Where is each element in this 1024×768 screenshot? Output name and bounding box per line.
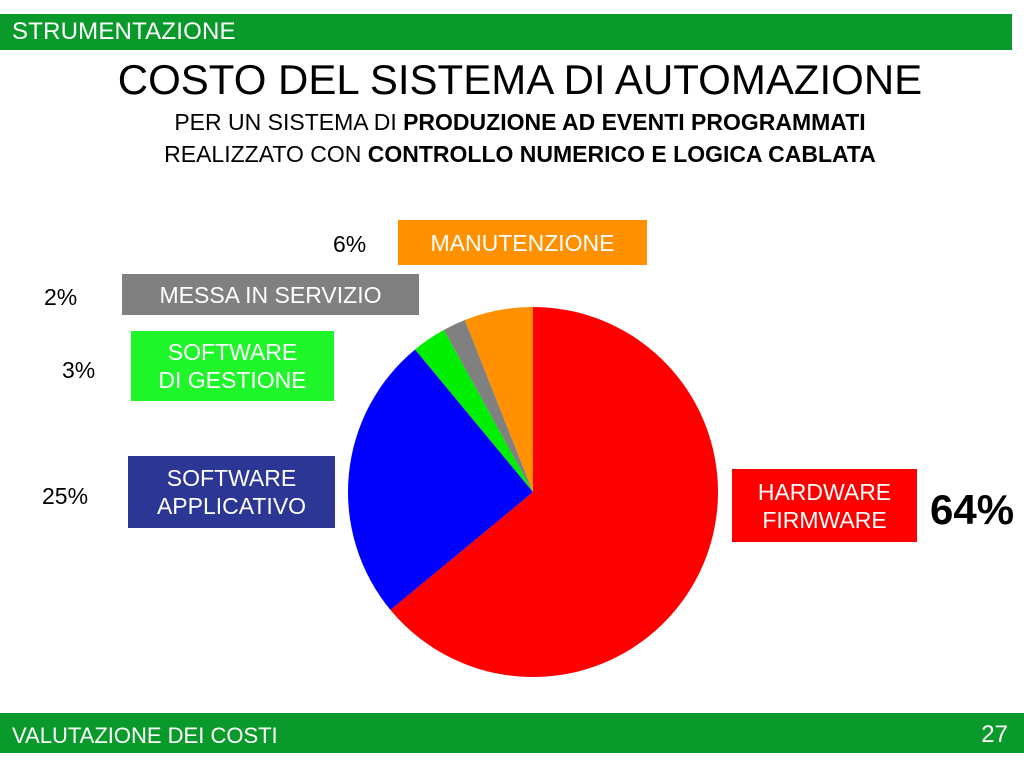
pie-slice-software-applicativo bbox=[348, 349, 533, 610]
page-number: 27 bbox=[981, 721, 1008, 748]
legend-sw-gestione-line-1: SOFTWARE bbox=[167, 339, 298, 365]
subtitle-line-2: REALIZZATO CON CONTROLLO NUMERICO E LOGI… bbox=[0, 140, 1024, 168]
subtitle-line-1: PER UN SISTEMA DI PRODUZIONE AD EVENTI P… bbox=[0, 108, 1024, 136]
subtitle-2-prefix: REALIZZATO CON bbox=[164, 141, 368, 167]
pct-manutenzione: 6% bbox=[333, 231, 367, 257]
pct-software-gestione: 3% bbox=[62, 357, 96, 383]
pie-slice-messa-in-servizio bbox=[443, 319, 533, 492]
legend-hardware-firmware: HARDWARE FIRMWARE bbox=[732, 469, 917, 542]
legend-software-gestione: SOFTWARE DI GESTIONE bbox=[131, 331, 334, 401]
pie-slice-software-di-gestione bbox=[415, 329, 533, 492]
footer-title: VALUTAZIONE DEI COSTI bbox=[12, 723, 278, 748]
pct-hardware-firmware: 64% bbox=[930, 486, 1015, 533]
legend-messa-in-servizio: MESSA IN SERVIZIO bbox=[122, 274, 419, 315]
legend-sw-applicativo-line-1: SOFTWARE bbox=[166, 465, 297, 491]
pie-slice-manutenzione bbox=[464, 307, 533, 492]
pct-messa-in-servizio: 2% bbox=[44, 284, 78, 310]
subtitle-1-bold: PRODUZIONE AD EVENTI PROGRAMMATI bbox=[403, 109, 866, 135]
section-title: STRUMENTAZIONE bbox=[12, 18, 236, 45]
legend-software-applicativo: SOFTWARE APPLICATIVO bbox=[128, 456, 335, 528]
legend-messa-label: MESSA IN SERVIZIO bbox=[159, 281, 382, 308]
legend-manutenzione: MANUTENZIONE bbox=[398, 220, 647, 265]
subtitle-2-bold: CONTROLLO NUMERICO E LOGICA CABLATA bbox=[367, 141, 876, 167]
pie-slice-hardware-firmware bbox=[390, 307, 718, 677]
legend-hardware-line-2: FIRMWARE bbox=[762, 506, 887, 533]
legend-sw-applicativo-line-2: APPLICATIVO bbox=[156, 493, 307, 519]
pct-software-applicativo: 25% bbox=[42, 483, 89, 509]
legend-hardware-line-1: HARDWARE bbox=[757, 478, 892, 505]
header-bar: STRUMENTAZIONE bbox=[0, 14, 1012, 50]
footer-bar: VALUTAZIONE DEI COSTI 27 bbox=[0, 713, 1024, 753]
legend-sw-gestione-line-2: DI GESTIONE bbox=[158, 367, 307, 393]
slide-title: COSTO DEL SISTEMA DI AUTOMAZIONE bbox=[117, 56, 923, 103]
subtitle-1-prefix: PER UN SISTEMA DI bbox=[174, 109, 404, 135]
legend-manutenzione-label: MANUTENZIONE bbox=[430, 229, 615, 256]
